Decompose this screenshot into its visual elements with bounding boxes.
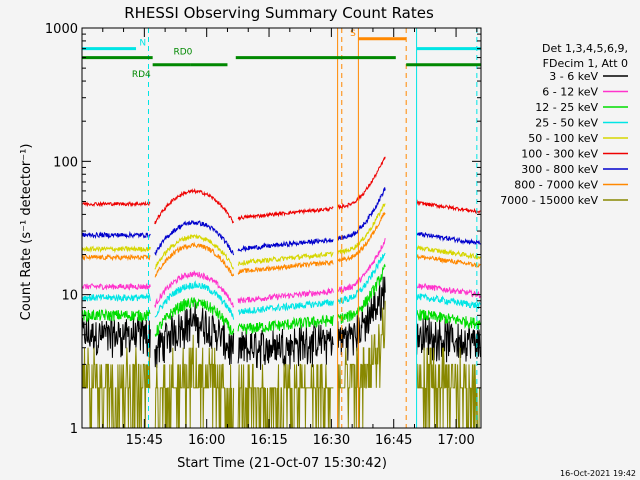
legend-entry-2: 6 - 12 keV — [542, 86, 598, 99]
legend-header-1: Det 1,3,4,5,6,9, — [542, 42, 628, 55]
series-line-5 — [82, 203, 481, 270]
x-tick-label-1: 15:45 — [126, 433, 163, 448]
legend-entry-7: 300 - 800 keV — [521, 163, 598, 176]
y-axis-label: Count Rate (s⁻¹ detector⁻¹) — [19, 144, 34, 321]
x-tick-label-6: 17:00 — [437, 433, 474, 448]
series-line-6 — [82, 156, 481, 225]
flag-label-rd0: RD0 — [173, 48, 192, 58]
series-line-3 — [82, 263, 481, 337]
series-line-4 — [82, 252, 481, 320]
series-line-7 — [82, 187, 481, 256]
y-tick-label-2: 10 — [61, 289, 78, 304]
legend-entry-6: 100 - 300 keV — [521, 148, 598, 161]
flag-label-n: N — [139, 39, 146, 49]
series-line-2 — [82, 238, 481, 308]
series-line-9 — [82, 300, 481, 428]
series-group — [82, 156, 481, 428]
legend-entry-8: 800 - 7000 keV — [514, 179, 598, 192]
legend-entry-9: 7000 - 15000 keV — [500, 194, 598, 207]
flag-label-rd4: RD4 — [132, 70, 151, 80]
x-tick-label-3: 16:15 — [250, 433, 287, 448]
y-tick-label-1: 1 — [70, 422, 78, 437]
plot-frame — [81, 27, 482, 429]
legend-entry-1: 3 - 6 keV — [549, 70, 598, 83]
x-tick-label-5: 16:45 — [375, 433, 412, 448]
y-tick-label-3: 100 — [53, 155, 78, 170]
legend-entry-3: 12 - 25 keV — [535, 101, 598, 114]
flag-label-s: S — [350, 29, 356, 39]
legend-entry-4: 25 - 50 keV — [535, 117, 598, 130]
x-axis-label: Start Time (21-Oct-07 15:30:42) — [177, 456, 387, 471]
legend-entry-5: 50 - 100 keV — [528, 132, 598, 145]
x-tick-label-2: 16:00 — [188, 433, 225, 448]
x-tick-label-4: 16:30 — [313, 433, 350, 448]
legend-header-2: FDecim 1, Att 0 — [543, 57, 628, 70]
plot-area: N S RD0 RD4 1 10 100 1000 15:45 16:00 16:15 16:30 16… — [45, 22, 482, 448]
series-line-8 — [82, 212, 481, 278]
legend: Det 1,3,4,5,6,9, FDecim 1, Att 03 - 6 keV… — [500, 42, 628, 207]
series-line-1 — [82, 276, 481, 370]
y-tick-label-4: 1000 — [45, 22, 78, 37]
plot-timestamp: 16-Oct-2021 19:42 — [560, 469, 636, 478]
chart-title: RHESSI Observing Summary Count Rates — [124, 4, 434, 22]
